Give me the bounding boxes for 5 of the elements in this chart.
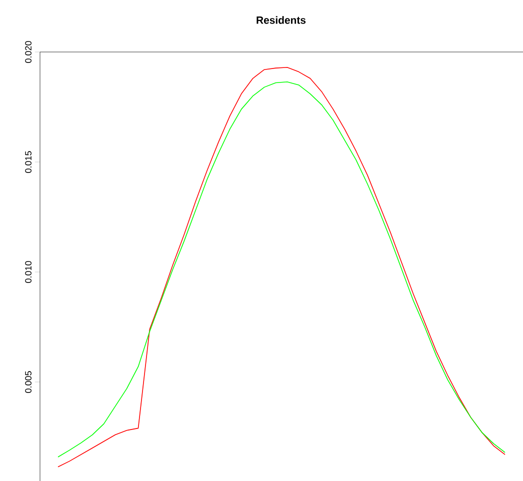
y-tick-label: 0.005 xyxy=(25,371,32,393)
y-tick-label: 0.015 xyxy=(25,151,32,173)
y-tick-label: 0.010 xyxy=(25,261,32,283)
chart-title: Residents xyxy=(256,16,306,24)
y-tick-label: 0.020 xyxy=(25,41,32,63)
